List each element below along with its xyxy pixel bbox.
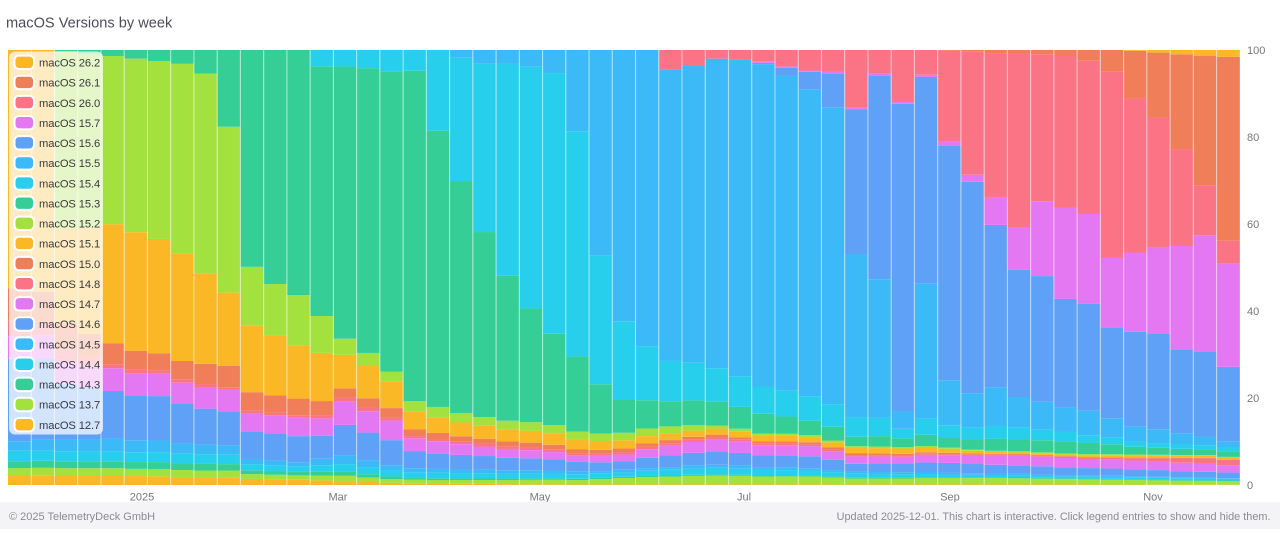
svg-text:40: 40 xyxy=(1247,306,1259,318)
svg-text:Sep: Sep xyxy=(940,492,960,504)
svg-text:0: 0 xyxy=(1247,480,1253,492)
svg-text:macOS 14.8: macOS 14.8 xyxy=(39,279,100,291)
svg-text:macOS 13.7: macOS 13.7 xyxy=(39,400,100,412)
svg-text:© 2025 TelemetryDeck GmbH: © 2025 TelemetryDeck GmbH xyxy=(9,511,155,523)
svg-text:macOS 15.6: macOS 15.6 xyxy=(39,138,100,150)
svg-text:macOS 14.3: macOS 14.3 xyxy=(39,380,100,392)
svg-text:macOS 15.0: macOS 15.0 xyxy=(39,259,100,271)
svg-text:macOS 26.2: macOS 26.2 xyxy=(39,58,100,70)
svg-text:Jul: Jul xyxy=(737,492,751,504)
svg-text:macOS 15.1: macOS 15.1 xyxy=(39,239,100,251)
svg-text:macOS 14.5: macOS 14.5 xyxy=(39,339,100,351)
svg-text:May: May xyxy=(530,492,551,504)
svg-text:macOS 14.6: macOS 14.6 xyxy=(39,319,100,331)
svg-text:macOS 14.4: macOS 14.4 xyxy=(39,359,100,371)
svg-text:20: 20 xyxy=(1247,393,1259,405)
svg-text:macOS 14.7: macOS 14.7 xyxy=(39,299,100,311)
svg-text:macOS 15.4: macOS 15.4 xyxy=(39,178,100,190)
svg-text:macOS 15.3: macOS 15.3 xyxy=(39,198,100,210)
svg-text:60: 60 xyxy=(1247,219,1259,231)
svg-text:macOS 15.2: macOS 15.2 xyxy=(39,219,100,231)
svg-text:Nov: Nov xyxy=(1143,492,1163,504)
svg-text:macOS 15.7: macOS 15.7 xyxy=(39,118,100,130)
svg-text:Updated 2025-12-01. This chart: Updated 2025-12-01. This chart is intera… xyxy=(837,511,1271,523)
svg-text:80: 80 xyxy=(1247,132,1259,144)
svg-text:2025: 2025 xyxy=(130,492,154,504)
svg-text:macOS Versions by week: macOS Versions by week xyxy=(6,16,173,32)
svg-text:Mar: Mar xyxy=(329,492,348,504)
svg-text:macOS 15.5: macOS 15.5 xyxy=(39,158,100,170)
svg-text:macOS 26.1: macOS 26.1 xyxy=(39,78,100,90)
svg-text:macOS 12.7: macOS 12.7 xyxy=(39,420,100,432)
svg-text:macOS 26.0: macOS 26.0 xyxy=(39,98,100,110)
svg-text:100: 100 xyxy=(1247,45,1265,57)
